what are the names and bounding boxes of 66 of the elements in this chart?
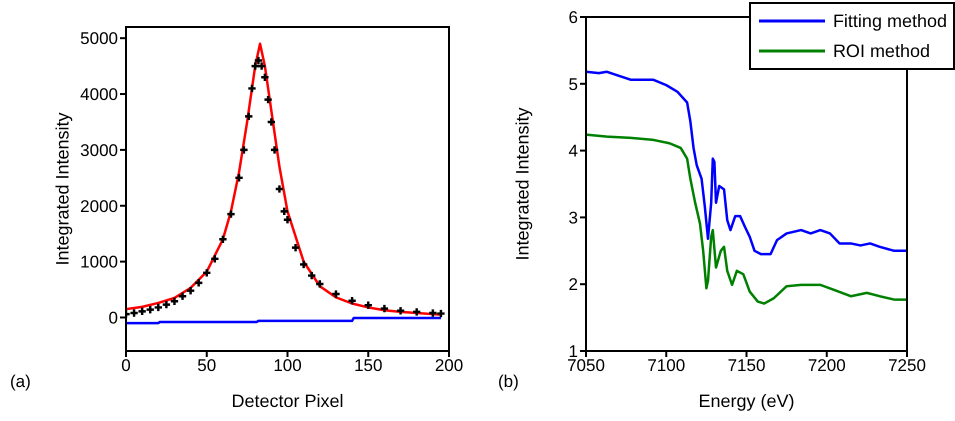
- point: [413, 308, 420, 316]
- point: [270, 146, 278, 154]
- point: [258, 62, 266, 70]
- x-tick-label: 50: [197, 356, 216, 376]
- point: [178, 292, 186, 300]
- point: [154, 304, 162, 312]
- point: [308, 272, 316, 280]
- point: [437, 310, 445, 318]
- x-tick-label: 150: [354, 356, 382, 376]
- point: [146, 306, 154, 314]
- y-tick-label: 2: [568, 275, 578, 294]
- line-series: [586, 133, 907, 305]
- point: [300, 260, 308, 268]
- y-tick-label: 1000: [80, 252, 118, 272]
- point: [195, 279, 202, 287]
- y-tick-label: 5: [568, 74, 578, 94]
- point: [235, 174, 243, 182]
- x-tick-label: 0: [121, 356, 131, 376]
- x-axis-title: Detector Pixel: [231, 391, 344, 411]
- point: [186, 286, 194, 294]
- point: [203, 269, 210, 276]
- y-axis-title: Integrated Intensity: [52, 112, 72, 266]
- legend-label: Fitting method: [832, 10, 947, 32]
- point: [268, 118, 276, 126]
- x-tick-label: 7200: [808, 356, 846, 376]
- point: [138, 308, 146, 316]
- point: [264, 96, 272, 104]
- point: [316, 280, 324, 288]
- point: [227, 210, 235, 218]
- point: [170, 298, 178, 305]
- y-tick-label: 5000: [80, 29, 118, 48]
- point: [248, 84, 256, 92]
- point: [245, 112, 252, 120]
- y-tick-label: 3: [568, 208, 578, 228]
- x-tick-label: 7100: [647, 356, 686, 376]
- x-tick-label: 7150: [728, 356, 766, 376]
- y-tick-label: 0: [108, 308, 118, 328]
- point: [348, 297, 356, 304]
- x-tick-label: 100: [273, 356, 302, 376]
- point: [280, 208, 288, 216]
- x-axis-title: Energy (eV): [698, 391, 795, 411]
- point: [162, 300, 170, 308]
- point: [252, 62, 259, 70]
- line-series: [586, 70, 907, 256]
- y-tick-label: 2000: [80, 196, 118, 216]
- point: [292, 244, 300, 252]
- point: [211, 255, 218, 262]
- y-tick-label: 4000: [80, 85, 118, 104]
- point: [396, 307, 404, 314]
- point: [429, 309, 437, 317]
- x-tick-label: 7250: [888, 356, 926, 376]
- point: [364, 302, 372, 309]
- text: (a): [10, 372, 31, 392]
- point: [219, 236, 227, 243]
- point: [261, 74, 269, 81]
- point: [284, 216, 292, 224]
- point: [240, 146, 248, 154]
- y-axis-title: Integrated Intensity: [512, 107, 532, 261]
- point: [380, 304, 388, 312]
- x-tick-label: 7050: [567, 356, 605, 376]
- x-tick-label: 200: [434, 356, 464, 376]
- y-tick-label: 4: [568, 142, 578, 161]
- y-tick-label: 3000: [80, 140, 118, 160]
- legend-label: ROI method: [832, 40, 930, 62]
- text: (b): [498, 372, 519, 392]
- y-tick-label: 6: [568, 8, 578, 28]
